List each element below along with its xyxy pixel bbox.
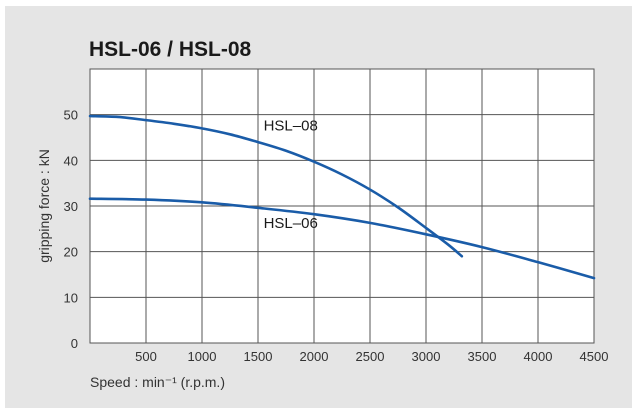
x-tick-label: 2500 [356, 349, 385, 364]
series-annotation: HSL–08 [264, 118, 318, 135]
y-tick-label: 10 [64, 290, 78, 305]
series-annotation: HSL–06 [264, 215, 318, 232]
x-axis-label: Speed : min⁻¹ (r.p.m.) [90, 374, 225, 390]
x-tick-label: 1000 [188, 349, 217, 364]
chart-panel: HSL-06 / HSL-08 500 1000 1500 2000 2500 3000 3… [5, 6, 632, 408]
x-tick-label: 3000 [412, 349, 441, 364]
series-layer [88, 114, 596, 280]
y-tick-label: 0 [71, 336, 78, 351]
series-line-hsl-08 [88, 114, 464, 258]
y-tick-label: 20 [64, 245, 78, 260]
x-tick-label: 3500 [468, 349, 497, 364]
annotation-layer: HSL–08 HSL–06 [264, 118, 318, 232]
y-tick-label: 40 [64, 153, 78, 168]
y-tick-label: 50 [64, 108, 78, 123]
x-tick-label: 4000 [524, 349, 553, 364]
chart-svg: HSL-06 / HSL-08 500 1000 1500 2000 2500 3000 3… [36, 38, 609, 390]
x-tick-label: 1500 [244, 349, 273, 364]
x-tick-label: 2000 [300, 349, 329, 364]
series-line-hsl-06 [88, 197, 596, 280]
x-tick-label: 500 [135, 349, 157, 364]
x-tick-label: 4500 [580, 349, 609, 364]
y-axis-label: gripping force : kN [36, 149, 52, 263]
y-tick-label: 30 [64, 199, 78, 214]
tick-layer: 500 1000 1500 2000 2500 3000 3500 4000 4500 0 10 20… [64, 108, 609, 364]
grid-layer [90, 69, 594, 343]
chart-title: HSL-06 / HSL-08 [89, 38, 252, 61]
